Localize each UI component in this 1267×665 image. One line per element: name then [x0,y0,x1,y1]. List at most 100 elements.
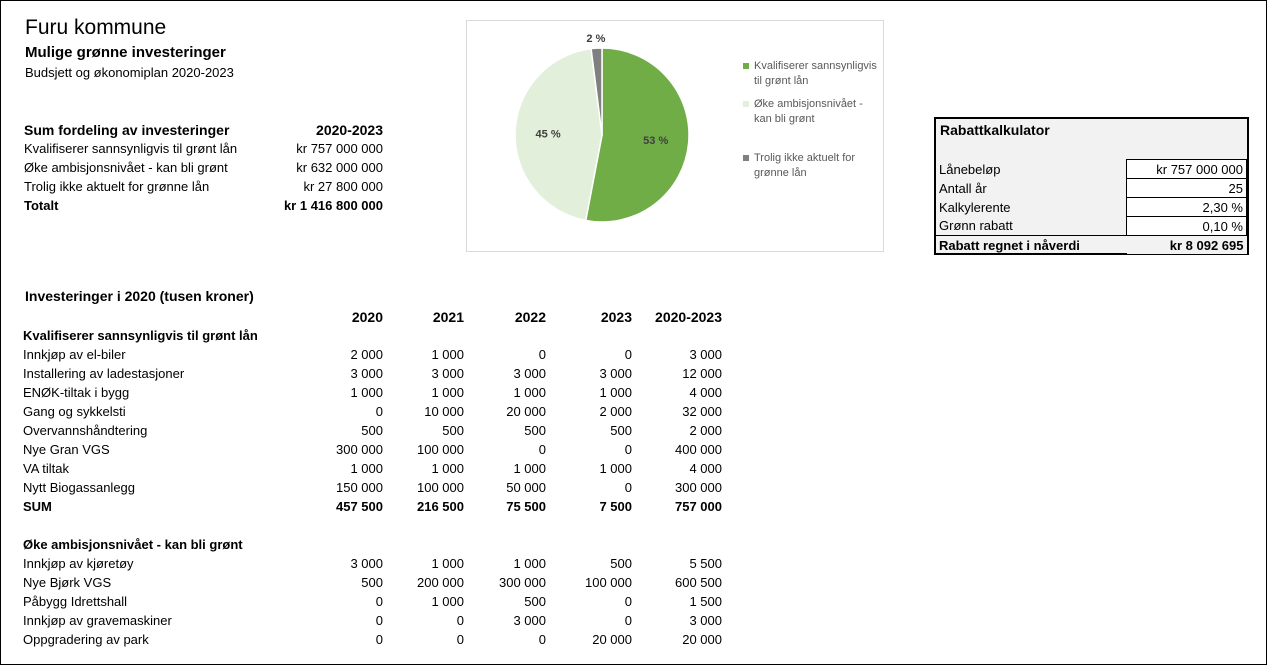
result-value: kr 8 092 695 [1126,235,1247,254]
row-value: 0 [538,442,546,457]
row-value: 1 000 [350,385,383,400]
row-value: 50 000 [506,480,546,495]
row-value: 200 000 [417,575,464,590]
row-value: 500 [361,575,383,590]
row-value: 300 000 [336,442,383,457]
table-row: Oppgradering av park 0 0 0 20 000 20 000 [23,630,722,649]
summary-row: Kvalifiserer sannsynligvis til grønt lån… [24,139,383,158]
sum-value: 75 500 [506,499,546,514]
sum-label: SUM [23,499,52,514]
table-row: ENØK-tiltak i bygg 1 000 1 000 1 000 1 000 4 … [23,383,722,402]
row-value: 1 000 [599,461,632,476]
investments-table: 2020 2021 2022 2023 2020-2023 Kvalifiser… [23,307,722,649]
row-value: 3 000 [350,366,383,381]
years-cell[interactable]: 25 [1126,178,1247,198]
pie-slice[interactable] [514,47,603,222]
calculator-label: Lånebeløp [939,161,1001,177]
pie-data-label: 2 % [586,33,605,45]
row-value: 2 000 [689,423,722,438]
row-value: 20 000 [506,404,546,419]
row-value: 0 [624,480,632,495]
summary-row-value: kr 27 800 000 [303,179,383,194]
loan-amount-cell[interactable]: kr 757 000 000 [1126,159,1247,179]
table-row: Nye Gran VGS 300 000 100 000 0 0 400 000 [23,440,722,459]
row-label: Oppgradering av park [23,632,149,647]
row-value: 0 [624,594,632,609]
row-value: 0 [456,613,464,628]
row-value: 3 000 [599,366,632,381]
row-value: 0 [624,442,632,457]
year-header: 2020 [351,308,383,325]
summary-row-value: kr 632 000 000 [296,160,383,175]
pie-slice[interactable] [584,47,690,223]
pie-data-label: 53 % [643,135,668,147]
summary-row-label: Øke ambisjonsnivået - kan bli grønt [24,160,228,175]
row-value: 400 000 [675,442,722,457]
calculator-row: Kalkylerente 2,30 % [936,197,1247,217]
year-header: 2021 [432,308,464,325]
row-value: 0 [538,347,546,362]
pie-slice[interactable] [590,47,603,136]
row-value: 0 [375,613,383,628]
row-value: 1 000 [431,385,464,400]
green-discount-cell[interactable]: 0,10 % [1126,216,1247,236]
spacer-row [23,516,722,535]
legend-label: Øke ambisjonsnivået - kan bli grønt [754,98,863,125]
row-value: 500 [610,556,632,571]
row-value: 1 000 [513,556,546,571]
legend-swatch [743,63,749,69]
row-value: 500 [361,423,383,438]
row-value: 0 [538,632,546,647]
row-value: 1 000 [599,385,632,400]
section-heading: Øke ambisjonsnivået - kan bli grønt [23,537,243,552]
row-label: Nytt Biogassanlegg [23,480,136,495]
pie-data-label: 45 % [536,128,561,140]
chart-legend: Kvalifiserer sannsynligvis til grønt lån… [743,59,883,181]
year-header: 2020-2023 [655,308,722,325]
row-value: 3 000 [513,366,546,381]
year-header-row: 2020 2021 2022 2023 2020-2023 [23,307,722,326]
row-value: 4 000 [689,385,722,400]
row-value: 300 000 [499,575,546,590]
pie-chart[interactable]: 53 % 45 % 2 % Kvalifiserer sannsynligvis t… [466,20,884,252]
row-value: 0 [624,613,632,628]
row-value: 100 000 [585,575,632,590]
table-row: Nytt Biogassanlegg 150 000 100 000 50 000 0 3… [23,478,722,497]
calculator-label: Grønn rabatt [939,218,1013,234]
row-value: 1 000 [350,461,383,476]
row-value: 500 [610,423,632,438]
row-label: Overvannshåndtering [23,423,148,438]
row-value: 0 [456,632,464,647]
row-value: 10 000 [424,404,464,419]
row-value: 2 000 [599,404,632,419]
interest-rate-cell[interactable]: 2,30 % [1126,197,1247,217]
legend-swatch [743,101,749,107]
legend-item: Trolig ikke aktuelt for grønne lån [743,151,883,181]
summary-period: 2020-2023 [316,121,383,138]
row-value: 100 000 [417,442,464,457]
result-label: Rabatt regnet i nåverdi [936,235,1127,254]
legend-label: Kvalifiserer sannsynligvis til grønt lån [754,60,877,87]
pie-chart-svg: 53 % 45 % 2 % [514,33,690,223]
summary-row: Trolig ikke aktuelt for grønne lån kr 27… [24,177,383,196]
row-value: 1 000 [431,594,464,609]
row-value: 12 000 [682,366,722,381]
sum-value: 757 000 [675,499,722,514]
summary-total-label: Totalt [24,198,59,213]
legend-item: Kvalifiserer sannsynligvis til grønt lån [743,59,883,89]
section-heading-row: Kvalifiserer sannsynligvis til grønt lån [23,326,722,345]
row-value: 3 000 [513,613,546,628]
table-row: Innkjøp av el-biler 2 000 1 000 0 0 3 000 [23,345,722,364]
table-row: Innkjøp av gravemaskiner 0 0 3 000 0 3 000 [23,611,722,630]
discount-calculator: Rabattkalkulator Lånebeløp kr 757 000 00… [934,117,1249,255]
row-value: 0 [375,594,383,609]
sum-row: SUM 457 500 216 500 75 500 7 500 757 000 [23,497,722,516]
row-label: Innkjøp av el-biler [23,347,126,362]
row-value: 2 000 [350,347,383,362]
row-value: 3 000 [350,556,383,571]
row-value: 600 500 [675,575,722,590]
row-label: Gang og sykkelsti [23,404,126,419]
calculator-row: Grønn rabatt 0,10 % [936,216,1247,236]
summary-total-value: kr 1 416 800 000 [283,198,383,213]
row-value: 3 000 [431,366,464,381]
